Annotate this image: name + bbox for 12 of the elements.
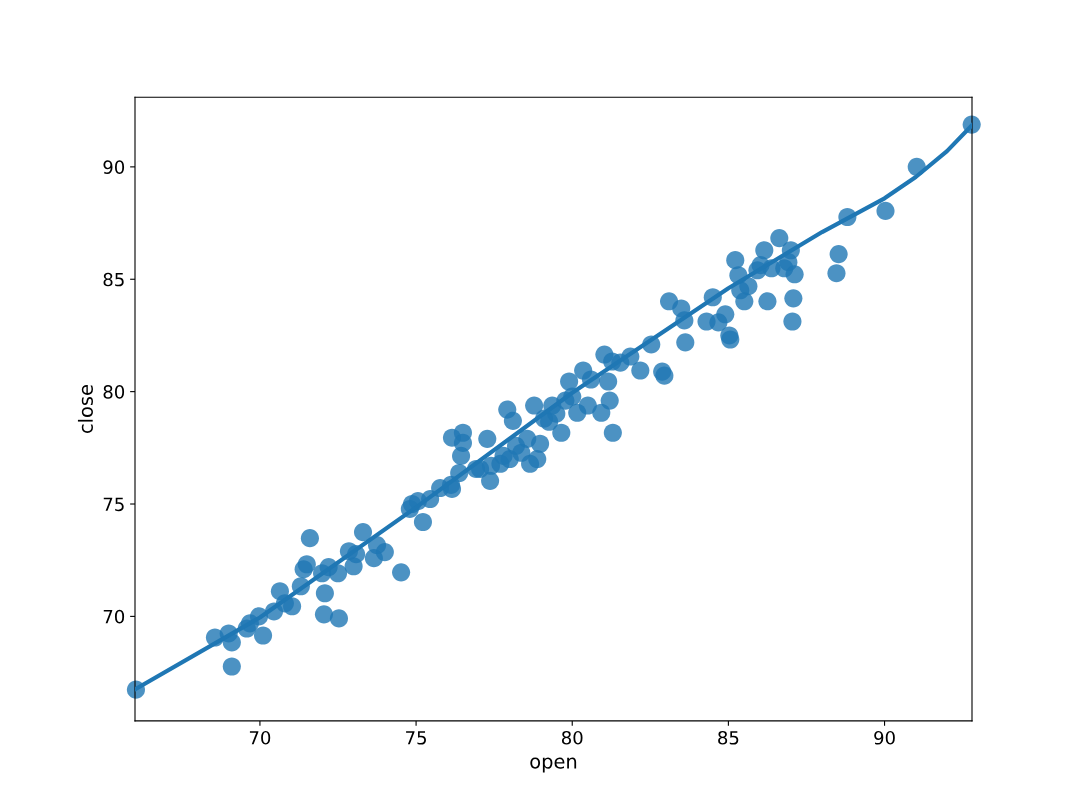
- x-tick-label: 85: [718, 730, 739, 745]
- y-axis-title: close: [77, 385, 93, 434]
- x-tick-label: 90: [874, 730, 895, 745]
- y-tick-label: 70: [103, 609, 125, 624]
- x-tick-label: 70: [249, 730, 271, 745]
- y-tick-label: 75: [103, 497, 124, 512]
- x-axis-title: open: [530, 757, 577, 773]
- y-tick-label: 90: [103, 160, 125, 174]
- x-tick-label: 80: [561, 730, 583, 745]
- y-tick-label: 85: [103, 272, 124, 287]
- y-tick-label: 80: [103, 385, 125, 399]
- x-tick-label: 75: [406, 731, 426, 745]
